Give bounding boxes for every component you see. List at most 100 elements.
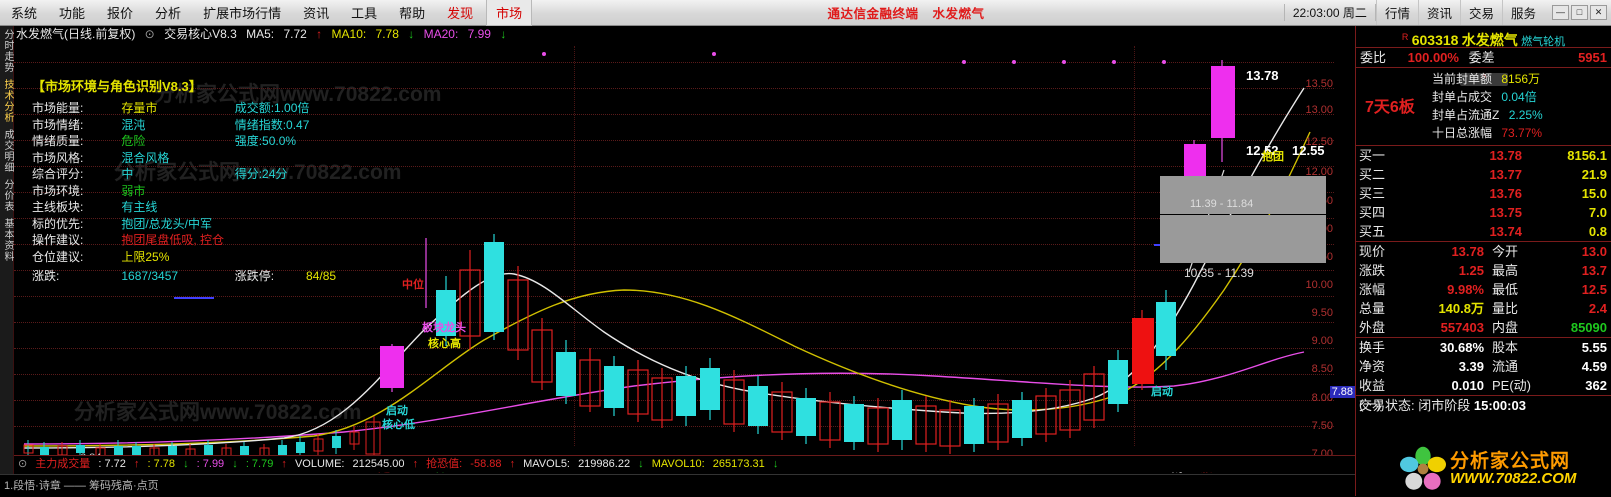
row-label: 情绪质量: bbox=[32, 133, 118, 150]
menu-item-market[interactable]: 市场 bbox=[486, 0, 532, 26]
row-label: 市场情绪: bbox=[32, 117, 118, 134]
bid-level-row[interactable]: 买四 13.75 7.0 bbox=[1356, 203, 1611, 222]
vtab-ticks[interactable]: 成交明细 bbox=[0, 126, 15, 176]
y-axis-label: 13.50 bbox=[1293, 78, 1333, 90]
stat-label-a: 总量 bbox=[1356, 299, 1406, 318]
ma5-value: 7.72 bbox=[283, 27, 306, 41]
row-value: 有主线 bbox=[121, 199, 231, 216]
analysis-row: 市场情绪: 混沌 情绪指数:0.47 bbox=[32, 117, 452, 134]
vtab-fundamentals[interactable]: 基本资料 bbox=[0, 215, 15, 265]
bid-level-row[interactable]: 买五 13.74 0.8 bbox=[1356, 222, 1611, 241]
stat-row-changepct: 涨幅 9.98% 最低 12.5 bbox=[1356, 280, 1611, 299]
tab-trade[interactable]: 交易 bbox=[1460, 0, 1502, 25]
bid-level-name: 买五 bbox=[1356, 222, 1412, 241]
ma10-label: MA10: bbox=[332, 27, 367, 41]
circle-icon[interactable]: ⊙ bbox=[18, 458, 27, 470]
chart-title: 水发燃气(日线.前复权) bbox=[16, 27, 135, 41]
stat-label-b: 股本 bbox=[1484, 338, 1532, 357]
logo-text-cn: 分析家公式网 bbox=[1450, 446, 1570, 473]
stat-label-b: 最低 bbox=[1484, 280, 1532, 299]
mavol10-label: MAVOL10: bbox=[652, 458, 705, 470]
vol-ma2-value: : 7.78 bbox=[148, 458, 176, 470]
menu-item-news[interactable]: 资讯 bbox=[292, 0, 340, 25]
last-price-marker: 7.88 bbox=[1330, 386, 1355, 398]
anno-core-low: 核心低 bbox=[382, 416, 415, 432]
limit-info-value: 73.77% bbox=[1501, 126, 1542, 140]
bid-level-volume: 8156.1 bbox=[1522, 146, 1611, 165]
y-axis-label: 8.50 bbox=[1293, 363, 1333, 375]
stock-sector: 燃气轮机 bbox=[1521, 36, 1565, 48]
tab-service[interactable]: 服务 bbox=[1502, 0, 1544, 25]
row-label: 仓位建议: bbox=[32, 249, 118, 266]
row-value: 上限25% bbox=[121, 249, 169, 266]
y-axis-label: 9.50 bbox=[1293, 307, 1333, 319]
stat-value-b: 362 bbox=[1532, 376, 1611, 395]
volume-indicator-bar: ⊙ 主力成交量 : 7.72 ↑ : 7.78 ↓ : 7.99 ↓ : 7.7… bbox=[14, 455, 1355, 472]
maximize-icon[interactable]: □ bbox=[1571, 5, 1588, 20]
mavol10-arrow-icon: ↓ bbox=[773, 458, 779, 470]
vtab-technical[interactable]: 技术分析 bbox=[0, 76, 15, 126]
menu-item-tools[interactable]: 工具 bbox=[340, 0, 388, 25]
stat-label-b: PE(动) bbox=[1484, 376, 1532, 395]
bid-level-volume: 0.8 bbox=[1522, 222, 1611, 241]
chevron-down-icon[interactable]: ⊙ bbox=[145, 27, 155, 41]
limit-value: 84/85 bbox=[306, 268, 416, 285]
stat-label-b: 今开 bbox=[1484, 242, 1532, 261]
volume-indicator-name: 主力成交量 bbox=[35, 458, 90, 470]
stat-label-a: 换手 bbox=[1356, 338, 1406, 357]
menu-item-system[interactable]: 系统 bbox=[0, 0, 48, 25]
bid-level-volume: 7.0 bbox=[1522, 203, 1611, 222]
ma10-arrow-icon: ↓ bbox=[408, 27, 414, 41]
row-value: 抱团/总龙头/中军 bbox=[121, 216, 212, 233]
minimize-icon[interactable]: — bbox=[1552, 5, 1569, 20]
main-chart-area[interactable]: 分析家公式网www.70822.com 分析家公式网www.70822.com … bbox=[14, 26, 1355, 496]
y-axis-label: 7.50 bbox=[1293, 420, 1333, 432]
indicator-name[interactable]: 交易核心V8.3 bbox=[164, 27, 237, 41]
stat-row-eps: 收益(一) 0.010 PE(动) 362 bbox=[1356, 376, 1611, 395]
vol-ma2-arrow-icon: ↓ bbox=[183, 458, 189, 470]
menu-item-quote[interactable]: 报价 bbox=[96, 0, 144, 25]
bid-level-name: 买二 bbox=[1356, 165, 1412, 184]
brand-title: 通达信金融终端 水发燃气 bbox=[828, 3, 985, 22]
close-icon[interactable]: ✕ bbox=[1590, 5, 1607, 20]
fear-label: 抢恐值: bbox=[426, 458, 462, 470]
ma10-value: 7.78 bbox=[376, 27, 399, 41]
analysis-footer: 涨跌: 1687/3457 涨跌停: 84/85 bbox=[32, 268, 452, 285]
bid-level-name: 买三 bbox=[1356, 184, 1412, 203]
bid-level-row[interactable]: 买一 13.78 8156.1 bbox=[1356, 146, 1611, 165]
volume-arrow-icon: ↑ bbox=[413, 458, 419, 470]
bid-level-row[interactable]: 买三 13.76 15.0 bbox=[1356, 184, 1611, 203]
stat-value-b: 13.7 bbox=[1532, 261, 1611, 280]
row-value: 混合风格 bbox=[121, 150, 231, 167]
tab-news[interactable]: 资讯 bbox=[1418, 0, 1460, 25]
row-label: 主线板块: bbox=[32, 199, 118, 216]
logo-text-url: WWW.70822.COM bbox=[1450, 470, 1576, 487]
menu-item-discover[interactable]: 发现 bbox=[436, 0, 484, 25]
stat-value-a: 557403 bbox=[1406, 318, 1484, 337]
row-value: 混沌 bbox=[121, 117, 231, 134]
vtab-price-table[interactable]: 分价表 bbox=[0, 176, 15, 215]
row-label: 市场能量: bbox=[32, 100, 118, 117]
stat-label-a: 净资 bbox=[1356, 357, 1406, 376]
menu-item-analysis[interactable]: 分析 bbox=[144, 0, 192, 25]
row-extra: 得分:24分 bbox=[235, 166, 288, 183]
stock-name: 水发燃气 bbox=[1462, 32, 1518, 48]
row-extra: 情绪指数:0.47 bbox=[235, 117, 310, 134]
quote-header: R 603318 水发燃气 燃气轮机 bbox=[1356, 26, 1611, 48]
analysis-row: 综合评分: 中 得分:24分 bbox=[32, 166, 452, 183]
vol-ma1-value: : 7.72 bbox=[98, 458, 126, 470]
stat-value-b: 5.55 bbox=[1532, 338, 1611, 357]
stat-label-a: 涨幅 bbox=[1356, 280, 1406, 299]
bid-level-row[interactable]: 买二 13.77 21.9 bbox=[1356, 165, 1611, 184]
mavol5-value: 219986.22 bbox=[578, 458, 630, 470]
menu-item-extended-market[interactable]: 扩展市场行情 bbox=[192, 0, 292, 25]
vtab-timeshare[interactable]: 分时走势 bbox=[0, 26, 15, 76]
tab-quotes[interactable]: 行情 bbox=[1376, 0, 1418, 25]
order-ratio-row: 委比 100.00% 委差 5951 bbox=[1356, 48, 1611, 68]
anno-baotuan: 抱团 bbox=[1262, 148, 1284, 164]
menu-item-help[interactable]: 帮助 bbox=[388, 0, 436, 25]
flower-logo-icon bbox=[1400, 446, 1446, 492]
menu-item-function[interactable]: 功能 bbox=[48, 0, 96, 25]
vol-ma3-arrow-icon: ↓ bbox=[232, 458, 238, 470]
price-annotation-high: 13.78 bbox=[1246, 68, 1279, 83]
